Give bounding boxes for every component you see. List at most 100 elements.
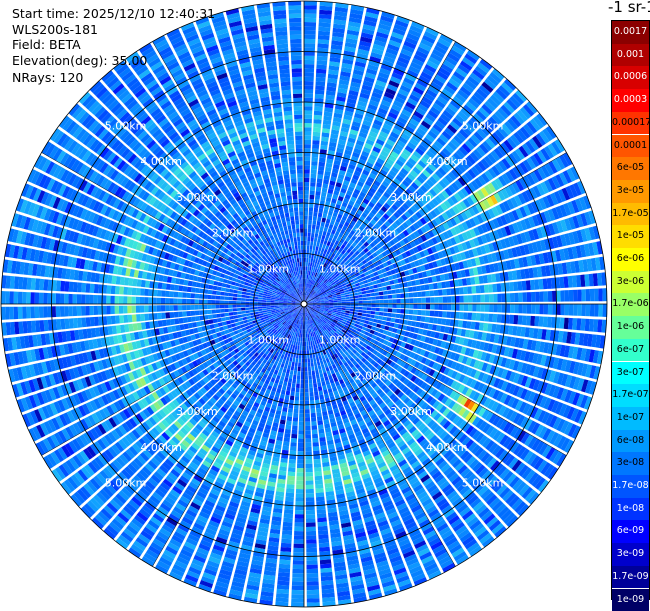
ppi-cell [319,547,330,552]
ppi-cell [407,281,412,286]
ppi-cell [534,279,539,289]
ppi-cell [518,315,523,325]
ppi-cell [306,258,308,262]
ppi-cell [312,371,316,376]
ppi-cell [282,407,287,412]
ppi-cell [341,297,345,299]
ppi-cell [354,307,358,310]
ppi-cell [342,302,346,304]
ppi-cell [582,304,587,316]
ppi-cell [318,522,328,527]
ppi-cell [361,288,366,292]
ppi-cell [514,315,519,324]
ppi-cell [300,397,304,401]
ppi-cell [293,561,304,565]
ppi-cell [412,286,417,291]
ppi-cell [421,310,426,315]
ppi-cell [309,250,312,254]
ppi-cell [392,309,397,313]
ppi-cell [318,39,330,44]
ppi-cell [311,421,317,426]
ppi-cell [346,308,350,310]
ppi-cell [318,35,330,40]
ppi-cell [371,308,375,311]
ppi-cell [369,286,374,290]
ppi-cell [315,94,324,99]
ppi-cell [305,354,307,358]
ppi-cell [310,358,313,363]
ppi-cell [290,446,297,451]
ppi-cell [315,395,320,400]
ppi-cell [320,360,324,365]
ppi-cell [319,437,325,442]
ppi-cell [312,375,316,380]
ppi-cell [387,290,392,294]
ppi-cell [304,182,309,186]
ppi-cell [320,239,324,244]
ppi-cell [299,409,304,413]
ppi-cell [311,258,314,263]
ppi-cell [302,325,303,329]
ppi-cell [420,285,425,291]
ppi-cell [305,405,310,409]
ppi-cell [514,293,519,302]
ppi-cell [305,418,310,422]
ppi-cell [420,322,425,328]
ppi-cell [279,466,287,471]
ppi-cell [320,377,324,382]
ppi-cell [544,304,548,315]
ppi-cell [306,531,316,536]
ppi-cell [300,342,302,346]
ppi-cell [318,247,322,252]
ppi-cell [294,535,304,540]
ppi-cell [513,282,518,291]
ppi-cell [317,513,326,518]
ppi-cell [388,299,392,303]
ppi-cell [289,374,293,379]
ppi-cell [284,437,290,442]
ppi-cell [304,237,307,241]
ppi-cell [306,464,313,468]
ppi-cell [300,401,304,405]
ppi-cell [288,361,292,366]
ppi-cell [598,304,603,317]
ppi-cell [310,178,316,183]
ppi-cell [306,476,314,480]
ppi-cell [321,305,325,306]
ppi-cell [565,290,570,301]
ppi-cell [359,307,363,310]
ppi-cell [292,383,296,388]
ppi-cell [306,493,314,498]
ppi-cell [304,68,314,73]
ppi-cell [294,409,299,414]
ppi-cell [294,531,304,536]
ppi-cell [384,300,388,304]
ppi-cell [384,295,389,299]
ppi-cell [485,294,490,302]
ppi-cell [308,262,310,266]
ppi-cell [476,304,480,312]
ppi-cell [446,312,451,319]
ppi-cell [308,258,310,262]
ppi-cell [421,291,426,297]
ppi-cell [307,241,310,245]
ppi-cell [376,304,380,307]
ppi-cell [313,446,320,451]
ppi-cell [375,296,380,300]
ppi-cell [318,234,322,239]
ppi-cell [304,106,313,110]
ppi-cell [363,324,368,328]
ppi-cell [346,306,350,308]
ppi-cell [310,195,315,200]
ppi-cell [350,301,354,303]
ppi-cell [315,484,323,489]
ppi-cell [306,539,316,544]
ppi-cell [304,14,317,19]
ppi-cell [518,293,523,303]
ppi-cell [306,338,308,342]
ppi-cell [377,283,382,287]
ppi-cell [304,195,309,199]
ppi-cell [306,485,314,490]
ppi-cell [307,237,310,241]
